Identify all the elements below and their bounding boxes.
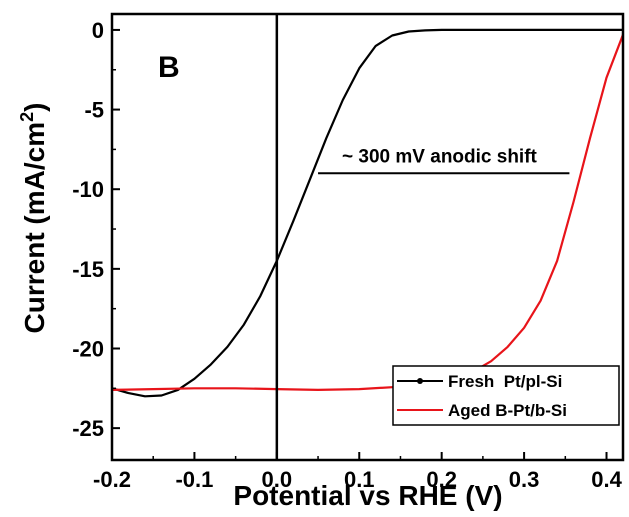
y-tick-label: -15 [72,257,104,282]
x-tick-label: 0.0 [262,467,293,492]
x-tick-label: 0.4 [591,467,622,492]
y-tick-label: -10 [72,177,104,202]
series-line-1 [111,34,625,391]
annotation-text: ~ 300 mV anodic shift [342,146,537,167]
legend-box [392,365,620,426]
plot-frame [110,12,625,462]
y-tick-label: -20 [72,337,104,362]
x-tick-label: 0.2 [426,467,457,492]
y-tick-label: 0 [92,18,104,43]
legend-marker-fresh [417,378,423,384]
panel-label: B [158,51,180,84]
legend: Fresh Pt/pl-Si Aged B-Pt/b-Si [392,365,620,426]
legend-label-fresh: Fresh Pt/pl-Si [448,372,562,391]
x-axis-title: Potential vs RHE (V) [233,480,502,511]
y-axis-title: Current (mA/cm2) [17,103,50,334]
legend-label-aged: Aged B-Pt/b-Si [448,401,567,420]
x-tick-label: -0.1 [175,467,213,492]
y-tick-label: -25 [72,416,104,441]
y-tick-label: -5 [84,98,104,123]
x-tick-label: -0.2 [93,467,131,492]
x-tick-label: 0.3 [509,467,540,492]
series-line-0 [111,28,623,398]
y-axis-title-superscript: 2 [17,112,37,122]
y-axis-title-close: ) [19,103,50,112]
y-axis-title-main: Current (mA/cm [19,122,50,334]
x-tick-label: 0.1 [344,467,375,492]
